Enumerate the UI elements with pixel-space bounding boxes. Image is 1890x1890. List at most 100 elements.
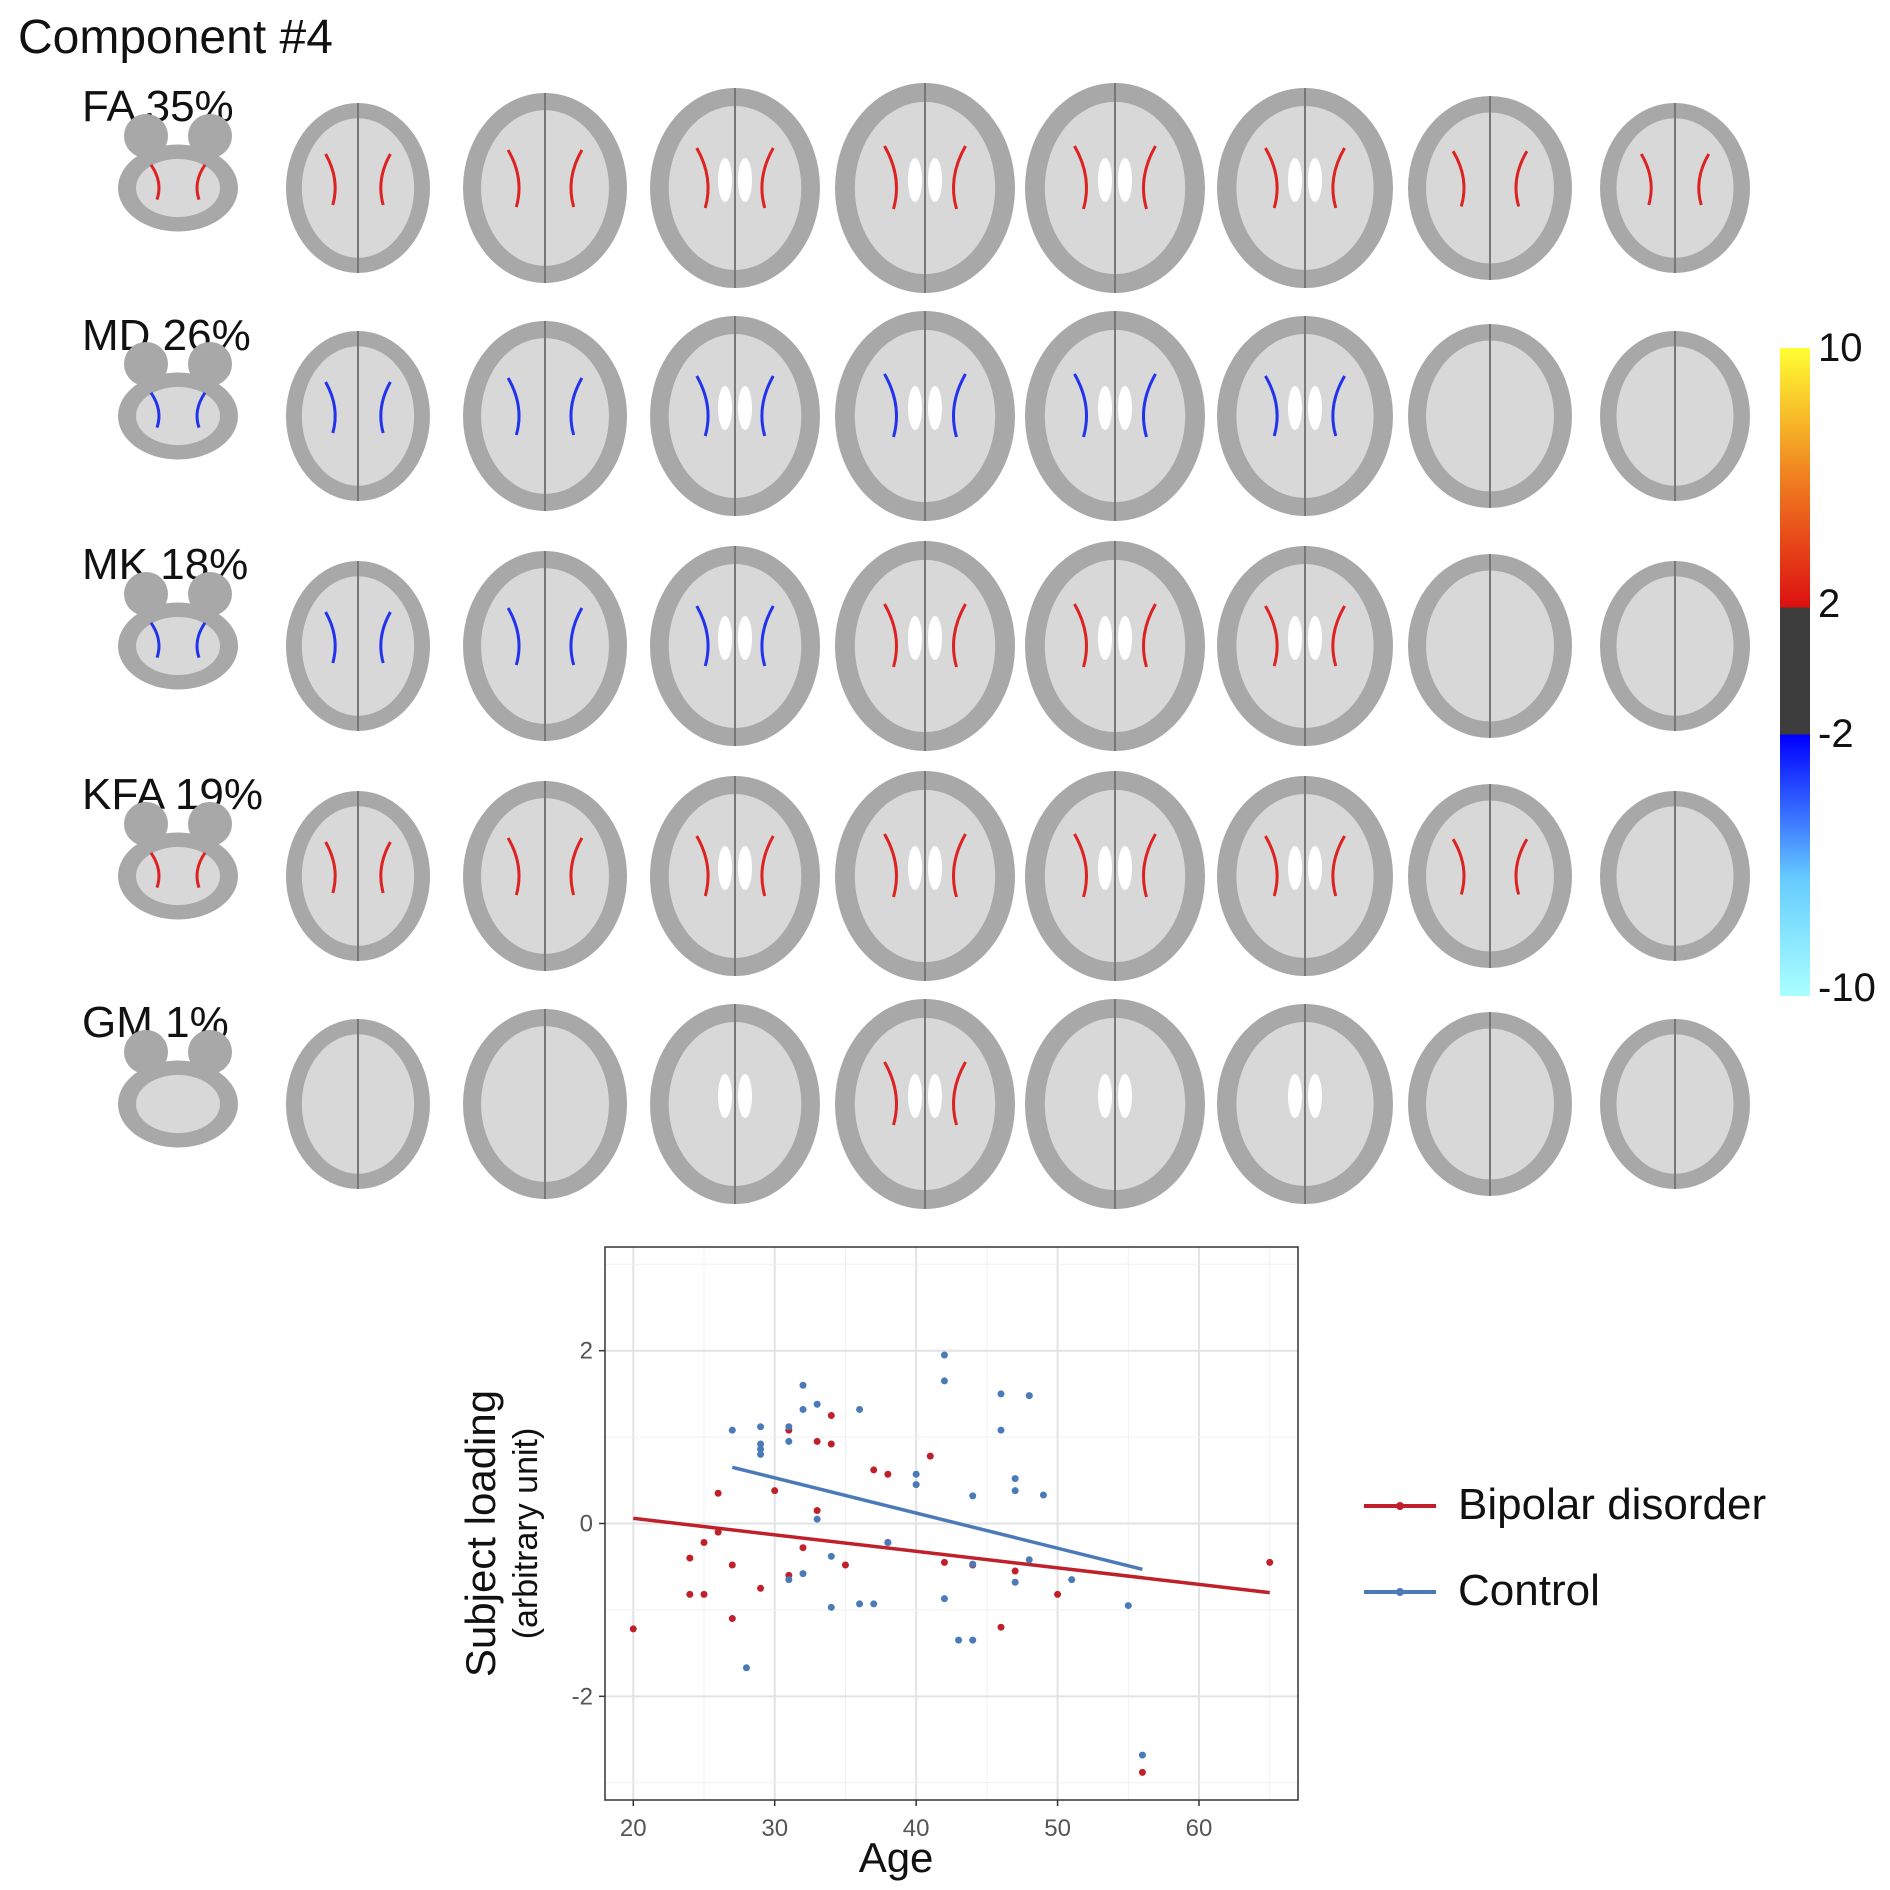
point-bipolar — [686, 1590, 694, 1598]
point-control — [969, 1636, 977, 1644]
point-bipolar — [714, 1489, 722, 1497]
fit-line-bipolar — [633, 1516, 1270, 1595]
brain-slice — [1217, 546, 1393, 746]
point-control — [1011, 1487, 1019, 1495]
legend-dot-control — [1396, 1588, 1404, 1596]
legend-label-bipolar: Bipolar disorder — [1458, 1480, 1767, 1529]
x-tick-label: 40 — [903, 1815, 930, 1842]
scatter-plot: 20 30 40 50 60 -2 0 2 Age Subject loading (arbitra… — [457, 1246, 1299, 1881]
point-bipolar — [813, 1437, 821, 1445]
colorbar — [1780, 348, 1810, 996]
brain-slice — [650, 1004, 820, 1204]
point-bipolar — [997, 1623, 1005, 1631]
point-control — [813, 1400, 821, 1408]
point-control — [969, 1492, 977, 1500]
brain-slice — [286, 331, 430, 501]
y-tick-label: -2 — [572, 1683, 593, 1710]
point-control — [757, 1450, 765, 1458]
y-axis-subtitle: (arbitrary unit) — [507, 1428, 545, 1640]
y-axis-title: Subject loading — [457, 1390, 504, 1677]
point-bipolar — [728, 1561, 736, 1569]
point-bipolar — [700, 1590, 708, 1598]
brain-slice — [463, 781, 627, 971]
legend-label-control: Control — [1458, 1566, 1600, 1615]
point-control — [870, 1600, 878, 1608]
point-control — [940, 1595, 948, 1603]
brain-slice — [463, 321, 627, 511]
brain-slice — [650, 316, 820, 516]
point-bipolar — [1054, 1590, 1062, 1598]
point-bipolar — [1011, 1567, 1019, 1575]
brain-slice — [286, 103, 430, 273]
brain-slice — [286, 561, 430, 731]
point-control — [827, 1603, 835, 1611]
point-bipolar — [827, 1411, 835, 1419]
point-control — [799, 1405, 807, 1413]
point-control — [785, 1576, 793, 1584]
point-control — [884, 1539, 892, 1547]
brain-slice — [650, 88, 820, 288]
brain-slice — [835, 83, 1015, 293]
x-axis-title: Age — [859, 1834, 934, 1881]
brain-slice — [835, 541, 1015, 751]
point-bipolar — [799, 1544, 807, 1552]
point-control — [940, 1351, 948, 1359]
point-control — [912, 1470, 920, 1478]
brain-slice — [1408, 96, 1572, 280]
point-bipolar — [1266, 1558, 1274, 1566]
point-bipolar — [700, 1539, 708, 1547]
brain-slice — [650, 546, 820, 746]
brain-slice — [1025, 541, 1205, 751]
brain-slice — [463, 93, 627, 283]
colorbar-positive — [1780, 348, 1810, 606]
point-control — [757, 1423, 765, 1431]
colorbar-tick-neg2: -2 — [1818, 712, 1854, 756]
brain-slice — [1600, 103, 1750, 273]
brain-slice — [1025, 999, 1205, 1209]
point-control — [799, 1570, 807, 1578]
brain-slice — [1025, 771, 1205, 981]
brain-slice — [1408, 784, 1572, 968]
point-control — [955, 1636, 963, 1644]
brain-slice — [1600, 1019, 1750, 1189]
point-bipolar — [940, 1558, 948, 1566]
point-bipolar — [771, 1487, 779, 1495]
brain-slice — [118, 114, 238, 232]
colorbar-negative — [1780, 736, 1810, 996]
point-bipolar — [686, 1554, 694, 1562]
brain-slice — [1025, 83, 1205, 293]
point-control — [827, 1552, 835, 1560]
point-control — [997, 1426, 1005, 1434]
point-bipolar — [714, 1528, 722, 1536]
brain-slice — [1217, 776, 1393, 976]
brain-slice — [1217, 316, 1393, 516]
point-control — [813, 1515, 821, 1523]
point-control — [1138, 1751, 1146, 1759]
brain-slice — [1408, 554, 1572, 738]
point-control — [757, 1440, 765, 1448]
brain-slice — [1600, 561, 1750, 731]
point-bipolar — [841, 1561, 849, 1569]
point-bipolar — [728, 1615, 736, 1623]
brain-slice — [1217, 88, 1393, 288]
brain-slice — [835, 999, 1015, 1209]
point-bipolar — [629, 1625, 637, 1633]
brain-slice — [118, 342, 238, 460]
point-bipolar — [870, 1466, 878, 1474]
point-control — [856, 1600, 864, 1608]
point-bipolar — [757, 1584, 765, 1592]
brain-slice — [1600, 331, 1750, 501]
brain-slice — [835, 771, 1015, 981]
point-control — [785, 1423, 793, 1431]
legend-dot-bipolar — [1396, 1502, 1404, 1510]
brain-slice-grid — [118, 83, 1750, 1209]
point-control — [1011, 1475, 1019, 1483]
point-control — [1039, 1491, 1047, 1499]
brain-slice — [286, 1019, 430, 1189]
point-control — [757, 1445, 765, 1453]
point-control — [742, 1664, 750, 1672]
x-tick-label: 60 — [1186, 1815, 1213, 1842]
point-control — [728, 1426, 736, 1434]
brain-slice — [118, 802, 238, 920]
brain-slice — [1600, 791, 1750, 961]
